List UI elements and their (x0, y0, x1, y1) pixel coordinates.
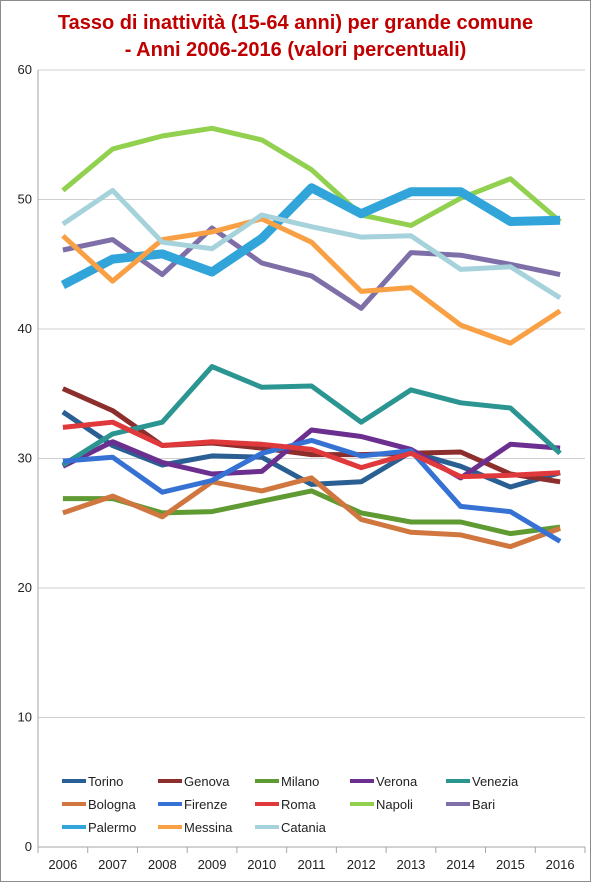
x-tick-label: 2008 (148, 857, 177, 872)
legend-label-milano: Milano (281, 774, 319, 789)
x-tick-label: 2006 (48, 857, 77, 872)
legend-label-firenze: Firenze (184, 797, 227, 812)
legend-label-bologna: Bologna (88, 797, 136, 812)
series-line-firenze (62, 437, 562, 544)
y-tick-label: 30 (18, 451, 32, 466)
y-tick-label: 10 (18, 710, 32, 725)
legend-label-verona: Verona (376, 774, 418, 789)
legend-label-palermo: Palermo (88, 820, 136, 835)
x-tick-label: 2012 (347, 857, 376, 872)
series-line-roma (62, 419, 561, 480)
x-tick-label: 2010 (247, 857, 276, 872)
series-line-catania (61, 187, 562, 301)
series-line-torino (61, 409, 561, 490)
x-tick-label: 2016 (546, 857, 575, 872)
x-tick-label: 2013 (396, 857, 425, 872)
y-axis: 0 10 20 30 40 50 60 (18, 62, 39, 854)
chart-title: Tasso di inattività (15-64 anni) per gra… (0, 10, 591, 64)
chart-title-line2: - Anni 2006-2016 (valori percentuali) (124, 39, 467, 61)
legend: Torino Genova Milano Verona Venezia Bologna Fi… (62, 774, 519, 835)
legend-label-napoli: Napoli (376, 797, 413, 812)
y-tick-label: 40 (18, 321, 32, 336)
legend-label-torino: Torino (88, 774, 123, 789)
series-lines (60, 125, 562, 550)
series-line-napoli (61, 125, 562, 228)
x-tick-label: 2009 (198, 857, 227, 872)
series-line-verona (61, 427, 561, 481)
x-tick-label: 2007 (98, 857, 127, 872)
legend-label-messina: Messina (184, 820, 233, 835)
chart-title-line1: Tasso di inattività (15-64 anni) per gra… (57, 12, 534, 34)
series-line-messina (61, 216, 562, 346)
x-tick-label: 2011 (298, 857, 326, 872)
series-line-bologna (62, 475, 561, 550)
series-line-venezia (61, 364, 562, 468)
x-tick-label: 2014 (446, 857, 475, 872)
series-line-bari (62, 225, 561, 311)
legend-label-catania: Catania (281, 820, 327, 835)
y-tick-label: 0 (25, 839, 32, 854)
series-line-milano (62, 488, 561, 537)
legend-label-genova: Genova (184, 774, 230, 789)
x-tick-label: 2015 (496, 857, 525, 872)
legend-label-bari: Bari (472, 797, 495, 812)
y-tick-label: 50 (18, 192, 32, 207)
y-tick-label: 20 (18, 580, 32, 595)
legend-label-venezia: Venezia (472, 774, 519, 789)
legend-label-roma: Roma (281, 797, 316, 812)
x-axis: 2006 2007 2008 2009 2010 2011 2012 2013 2014 2015… (37, 846, 586, 872)
series-line-genova (61, 386, 561, 485)
y-tick-label: 60 (18, 62, 32, 77)
